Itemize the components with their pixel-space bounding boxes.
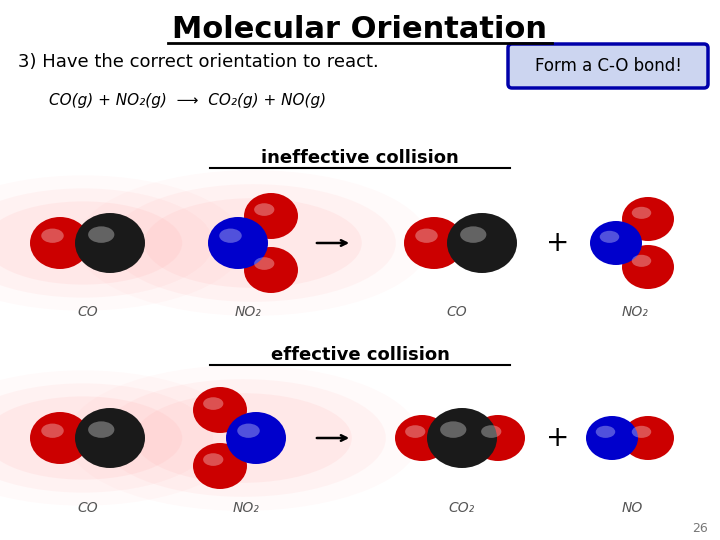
Ellipse shape (110, 184, 396, 302)
Text: CO: CO (78, 305, 99, 319)
Text: ineffective collision: ineffective collision (261, 149, 459, 167)
Ellipse shape (75, 408, 145, 468)
Text: NO₂: NO₂ (621, 305, 649, 319)
Text: NO₂: NO₂ (235, 305, 261, 319)
Ellipse shape (76, 170, 430, 316)
Ellipse shape (481, 425, 501, 438)
Text: +: + (546, 229, 570, 257)
Text: CO(g) + NO₂(g)  ⟶  CO₂(g) + NO(g): CO(g) + NO₂(g) ⟶ CO₂(g) + NO(g) (50, 92, 327, 107)
Ellipse shape (193, 443, 247, 489)
Ellipse shape (30, 412, 90, 464)
FancyBboxPatch shape (508, 44, 708, 88)
Ellipse shape (460, 226, 487, 243)
Ellipse shape (0, 396, 182, 480)
Ellipse shape (244, 193, 298, 239)
Ellipse shape (226, 412, 286, 464)
Ellipse shape (220, 228, 242, 243)
Ellipse shape (622, 197, 674, 241)
Text: NO: NO (621, 501, 643, 515)
Ellipse shape (203, 397, 223, 410)
Ellipse shape (631, 255, 652, 267)
Ellipse shape (193, 387, 247, 433)
Ellipse shape (66, 365, 420, 511)
Ellipse shape (404, 217, 464, 269)
Text: Molecular Orientation: Molecular Orientation (173, 16, 547, 44)
Ellipse shape (622, 245, 674, 289)
Text: 3) Have the correct orientation to react.: 3) Have the correct orientation to react… (18, 53, 379, 71)
Ellipse shape (134, 393, 352, 483)
Ellipse shape (254, 203, 274, 216)
Ellipse shape (41, 423, 64, 438)
Ellipse shape (631, 426, 652, 438)
Ellipse shape (238, 423, 260, 438)
Ellipse shape (0, 383, 213, 492)
Text: +: + (546, 424, 570, 452)
Ellipse shape (208, 217, 268, 269)
Ellipse shape (30, 217, 90, 269)
Ellipse shape (427, 408, 497, 468)
Ellipse shape (0, 370, 244, 505)
Ellipse shape (41, 228, 64, 243)
Text: effective collision: effective collision (271, 346, 449, 364)
Text: CO: CO (78, 501, 99, 515)
Ellipse shape (100, 379, 386, 497)
Ellipse shape (405, 425, 426, 438)
Text: NO₂: NO₂ (233, 501, 259, 515)
Ellipse shape (395, 415, 449, 461)
Text: 26: 26 (692, 522, 708, 535)
Ellipse shape (440, 421, 467, 438)
Ellipse shape (244, 247, 298, 293)
Ellipse shape (144, 198, 362, 288)
Ellipse shape (0, 201, 182, 285)
Ellipse shape (88, 226, 114, 243)
Ellipse shape (447, 213, 517, 273)
Ellipse shape (595, 426, 616, 438)
Text: CO: CO (446, 305, 467, 319)
Ellipse shape (203, 453, 223, 466)
Ellipse shape (75, 213, 145, 273)
Ellipse shape (0, 188, 213, 298)
Ellipse shape (586, 416, 638, 460)
Text: CO₂: CO₂ (449, 501, 475, 515)
Ellipse shape (254, 257, 274, 270)
Ellipse shape (631, 207, 652, 219)
Ellipse shape (600, 231, 619, 243)
Ellipse shape (590, 221, 642, 265)
Text: Form a C-O bond!: Form a C-O bond! (534, 57, 681, 75)
Ellipse shape (0, 176, 244, 310)
Ellipse shape (415, 228, 438, 243)
Ellipse shape (622, 416, 674, 460)
Ellipse shape (471, 415, 525, 461)
Ellipse shape (88, 421, 114, 438)
